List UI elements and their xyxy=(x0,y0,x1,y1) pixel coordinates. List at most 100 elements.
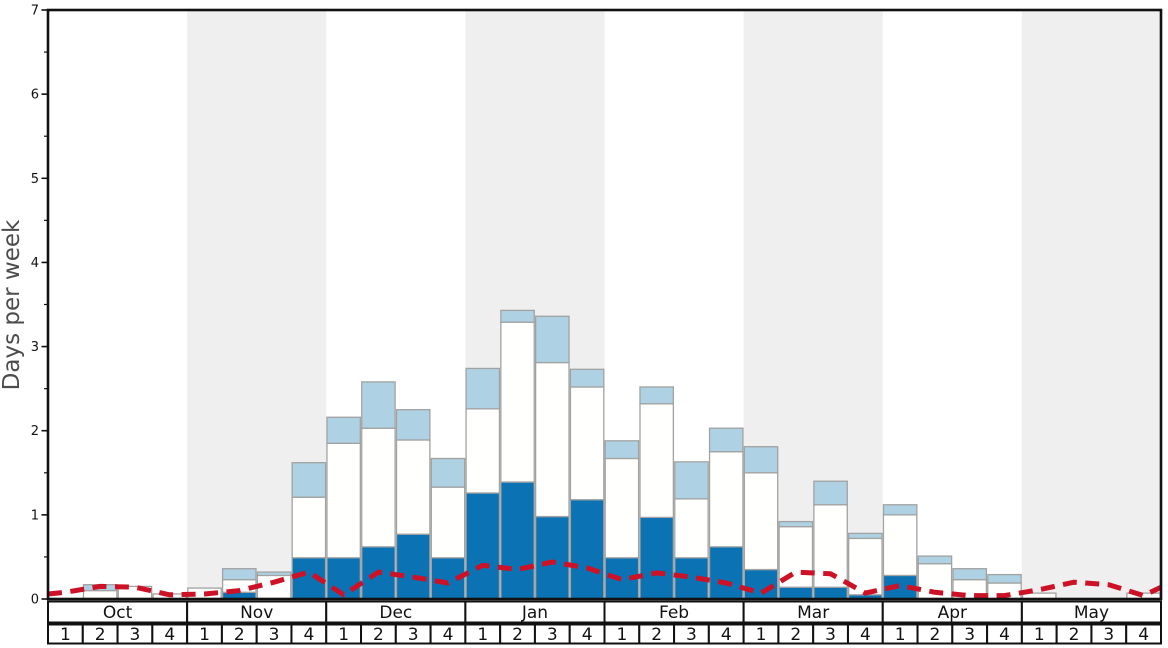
y-axis-title: Days per week xyxy=(0,219,25,390)
white-segment xyxy=(569,386,605,501)
white-segment xyxy=(674,498,709,559)
light-blue-segment xyxy=(987,573,1022,584)
week-label-nov-1: 1 xyxy=(199,625,210,645)
light-blue-segment xyxy=(743,446,779,474)
dark-blue-segment xyxy=(465,492,501,600)
week-label-feb-2: 2 xyxy=(651,625,662,645)
dark-blue-segment xyxy=(708,546,744,600)
week-label-may-4: 4 xyxy=(1138,625,1149,645)
week-label-dec-1: 1 xyxy=(338,625,349,645)
bar-mar-1 xyxy=(743,446,779,600)
shaded-band-may xyxy=(1021,10,1161,599)
week-label-dec-3: 3 xyxy=(408,625,419,645)
white-segment xyxy=(708,451,744,548)
y-tick-label-4: 4 xyxy=(31,256,39,271)
y-tick-label-2: 2 xyxy=(31,424,39,439)
month-label-oct: Oct xyxy=(103,603,133,623)
bar-nov-4 xyxy=(291,462,327,600)
white-segment xyxy=(604,457,640,559)
bar-dec-4 xyxy=(430,457,466,600)
light-blue-segment xyxy=(848,532,883,540)
dark-blue-segment xyxy=(813,586,848,600)
week-label-mar-3: 3 xyxy=(825,625,836,645)
bar-feb-4 xyxy=(708,427,744,600)
week-label-apr-4: 4 xyxy=(999,625,1010,645)
month-shading-bands xyxy=(187,10,1161,599)
y-tick-label-3: 3 xyxy=(31,340,39,355)
month-week-table: Oct 1 2 3 4 Nov 1 2 3 4 Dec 1 2 3 4 Jan 1 2 3 4 Feb 1 2 3 4 Mar 1 2… xyxy=(47,600,1162,645)
white-segment xyxy=(430,486,466,559)
month-label-apr: Apr xyxy=(938,603,967,623)
red-dashed-line xyxy=(47,559,1163,599)
y-tick-label-1: 1 xyxy=(31,508,39,523)
week-label-mar-4: 4 xyxy=(860,625,871,645)
week-label-may-3: 3 xyxy=(1103,625,1114,645)
week-label-jan-1: 1 xyxy=(477,625,488,645)
white-segment xyxy=(361,427,396,548)
week-label-mar-2: 2 xyxy=(790,625,801,645)
white-segment xyxy=(743,472,779,571)
week-label-nov-4: 4 xyxy=(303,625,314,645)
light-blue-segment xyxy=(395,409,431,441)
bar-dec-2 xyxy=(361,381,396,600)
light-blue-segment xyxy=(952,568,988,581)
bar-mar-2 xyxy=(778,520,814,600)
white-segment xyxy=(395,439,431,535)
bar-nov-3 xyxy=(256,571,292,600)
stacked-bars xyxy=(82,309,1161,600)
white-segment xyxy=(882,514,918,577)
dark-blue-segment xyxy=(500,481,535,600)
week-cell-may-4 xyxy=(1125,623,1162,645)
light-blue-segment xyxy=(465,367,501,410)
light-blue-segment xyxy=(361,381,396,429)
month-label-may: May xyxy=(1074,603,1109,623)
bar-jan-4 xyxy=(569,368,605,600)
y-tick-label-5: 5 xyxy=(31,172,39,187)
light-blue-segment xyxy=(430,457,466,488)
light-blue-segment xyxy=(639,386,675,405)
y-tick-label-6: 6 xyxy=(31,88,39,103)
month-label-jan: Jan xyxy=(521,603,548,623)
week-label-apr-3: 3 xyxy=(964,625,975,645)
white-segment xyxy=(534,361,570,518)
week-label-may-1: 1 xyxy=(1034,625,1045,645)
week-label-apr-2: 2 xyxy=(930,625,941,645)
week-label-feb-3: 3 xyxy=(686,625,697,645)
dark-blue-segment xyxy=(395,533,431,600)
week-label-oct-4: 4 xyxy=(164,625,175,645)
month-label-nov: Nov xyxy=(240,603,273,623)
light-blue-segment xyxy=(569,368,605,388)
week-label-jan-4: 4 xyxy=(582,625,593,645)
y-tick-label-7: 7 xyxy=(31,4,39,19)
week-label-feb-1: 1 xyxy=(616,625,627,645)
bar-jan-2 xyxy=(500,309,535,600)
week-label-apr-1: 1 xyxy=(895,625,906,645)
light-blue-segment xyxy=(291,462,327,498)
month-label-mar: Mar xyxy=(797,603,829,623)
dark-blue-segment xyxy=(778,586,814,600)
light-blue-segment xyxy=(604,440,640,460)
week-label-oct-1: 1 xyxy=(60,625,71,645)
light-blue-segment xyxy=(221,568,257,581)
light-blue-segment xyxy=(256,571,292,577)
week-label-jan-2: 2 xyxy=(512,625,523,645)
bar-jan-3 xyxy=(534,315,570,600)
white-segment xyxy=(465,408,501,494)
week-label-nov-2: 2 xyxy=(234,625,245,645)
bar-feb-2 xyxy=(639,386,675,600)
month-cell-may xyxy=(1020,600,1162,624)
week-label-dec-4: 4 xyxy=(443,625,454,645)
y-axis-ticks: 0 1 2 3 4 5 6 7 xyxy=(31,4,48,608)
white-segment xyxy=(291,496,327,559)
bar-nov-2 xyxy=(221,568,257,600)
light-blue-segment xyxy=(326,416,361,444)
week-label-oct-3: 3 xyxy=(130,625,141,645)
bar-apr-1 xyxy=(882,504,918,600)
white-segment xyxy=(500,321,535,483)
red-dashed-line-layer xyxy=(47,559,1163,599)
white-segment xyxy=(639,403,675,519)
bar-jan-1 xyxy=(465,367,501,600)
dark-blue-segment xyxy=(534,515,570,600)
light-blue-segment xyxy=(778,520,814,528)
